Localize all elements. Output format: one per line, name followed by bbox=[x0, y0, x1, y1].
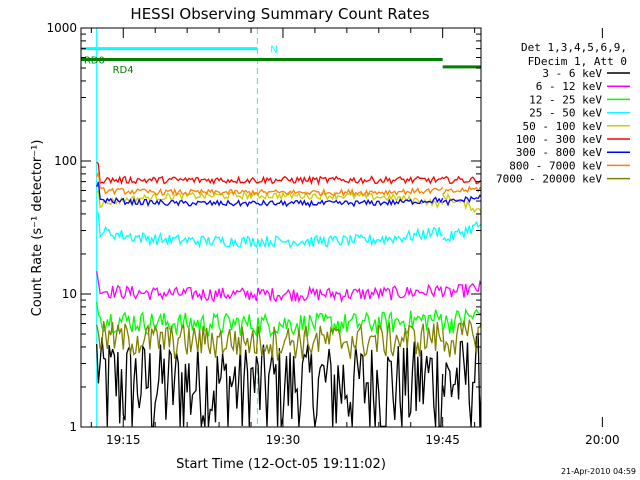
legend-entry-label: 50 - 100 keV bbox=[523, 120, 603, 133]
y-axis-label: Count Rate (s⁻¹ detector⁻¹) bbox=[30, 140, 45, 317]
series-line-2 bbox=[96, 271, 481, 304]
plot-series-group bbox=[81, 28, 481, 427]
legend-entry-label: 12 - 25 keV bbox=[529, 93, 602, 106]
axes: 110100100019:1519:3019:4520:0020:1520:30… bbox=[46, 21, 620, 447]
legend-header-line: Det 1,3,4,5,6,9, bbox=[521, 41, 627, 54]
plot-frame bbox=[80, 27, 482, 428]
flag-label-rd0: RD0 bbox=[84, 55, 105, 66]
series-line-1 bbox=[96, 332, 481, 427]
legend-header-line: FDecim 1, Att 0 bbox=[528, 55, 627, 68]
legend-entry-label: 6 - 12 keV bbox=[536, 80, 603, 93]
series-line-4 bbox=[96, 211, 481, 249]
x-axis-label: Start Time (12-Oct-05 19:11:02) bbox=[176, 457, 386, 472]
flag-label-n: N bbox=[270, 45, 277, 56]
series-line-8 bbox=[96, 172, 481, 197]
series-line-5 bbox=[96, 189, 481, 214]
x-tick-label: 19:45 bbox=[425, 433, 460, 447]
y-tick-label: 10 bbox=[62, 287, 77, 301]
footer-timestamp: 21-Apr-2010 04:59 bbox=[561, 467, 636, 476]
y-tick-label: 100 bbox=[54, 154, 77, 168]
flag-label-rd4: RD4 bbox=[113, 65, 134, 76]
series-line-7 bbox=[96, 181, 481, 208]
series-line-3 bbox=[96, 301, 481, 338]
plot-area: NSRD0RD4 bbox=[81, 28, 481, 427]
legend-entry-label: 3 - 6 keV bbox=[542, 67, 602, 80]
legend-entry-label: 100 - 300 keV bbox=[516, 133, 602, 146]
x-tick-label: 19:30 bbox=[266, 433, 301, 447]
y-tick-label: 1 bbox=[69, 420, 77, 434]
legend-entry-label: 25 - 50 keV bbox=[529, 107, 602, 120]
y-tick-label: 1000 bbox=[46, 21, 77, 35]
series-line-9 bbox=[96, 318, 481, 361]
legend-entry-label: 300 - 800 keV bbox=[516, 146, 602, 159]
legend-entry-label: 7000 - 20000 keV bbox=[496, 173, 602, 186]
x-tick-label: 20:00 bbox=[585, 433, 620, 447]
series-line-6 bbox=[96, 161, 481, 186]
legend: Det 1,3,4,5,6,9,FDecim 1, Att 03 - 6 keV… bbox=[496, 41, 630, 186]
legend-entry-label: 800 - 7000 keV bbox=[509, 159, 602, 172]
x-tick-label: 19:15 bbox=[106, 433, 141, 447]
chart-title: HESSI Observing Summary Count Rates bbox=[130, 5, 429, 23]
